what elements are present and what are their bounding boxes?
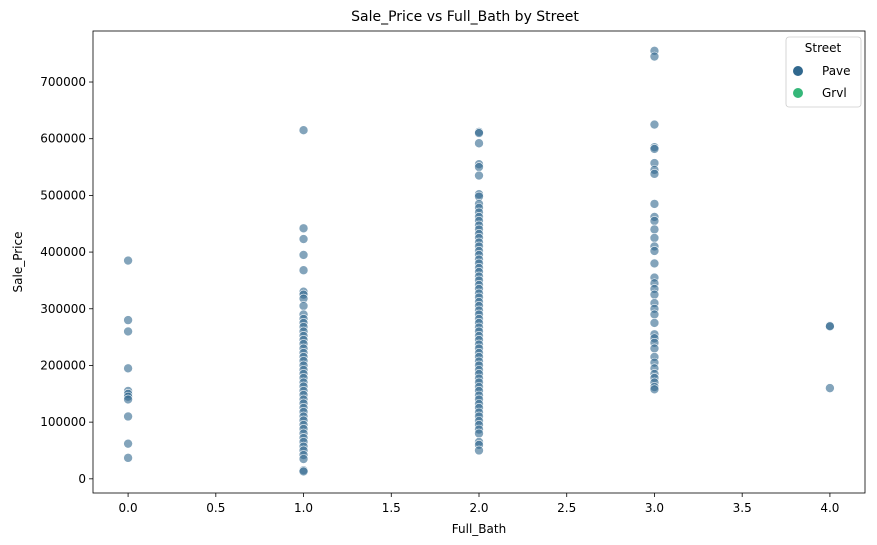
data-point-pave (825, 384, 834, 393)
data-point-pave (299, 250, 308, 259)
y-tick-label: 0 (78, 472, 86, 486)
chart-title: Sale_Price vs Full_Bath by Street (351, 9, 579, 25)
data-point-pave (124, 316, 133, 325)
data-point-pave (650, 52, 659, 61)
data-point-pave (650, 385, 659, 394)
points-layer (124, 46, 835, 476)
data-point-pave (650, 144, 659, 153)
data-point-pave (299, 454, 308, 463)
data-point-pave (124, 256, 133, 265)
data-point-pave (650, 318, 659, 327)
data-point-pave (650, 344, 659, 353)
data-point-pave (124, 412, 133, 421)
y-tick-label: 100000 (40, 415, 86, 429)
x-tick-label: 3.5 (733, 501, 752, 515)
data-point-pave (475, 429, 484, 438)
legend-title: Street (805, 41, 842, 55)
x-tick-label: 1.0 (294, 501, 313, 515)
data-point-pave (124, 327, 133, 336)
x-axis-title: Full_Bath (452, 522, 506, 536)
data-point-pave (299, 266, 308, 275)
data-point-pave (299, 235, 308, 244)
data-point-pave (825, 322, 834, 331)
y-tick-label: 700000 (40, 75, 86, 89)
x-tick-label: 0.0 (119, 501, 138, 515)
data-point-pave (650, 120, 659, 129)
data-point-pave (475, 139, 484, 148)
y-tick-label: 300000 (40, 302, 86, 316)
legend-marker-grvl (793, 88, 803, 98)
data-point-pave (475, 129, 484, 138)
legend-label-grvl: Grvl (822, 86, 847, 100)
x-tick-label: 4.0 (820, 501, 839, 515)
data-point-pave (650, 310, 659, 319)
legend-marker-pave (793, 66, 803, 76)
data-point-pave (650, 169, 659, 178)
y-tick-label: 400000 (40, 245, 86, 259)
y-tick-label: 200000 (40, 358, 86, 372)
data-point-pave (475, 163, 484, 172)
x-tick-label: 2.5 (557, 501, 576, 515)
legend: Street Pave Grvl (786, 37, 861, 107)
data-point-pave (124, 453, 133, 462)
data-point-pave (299, 467, 308, 476)
y-tick-label: 500000 (40, 188, 86, 202)
x-tick-label: 0.5 (206, 501, 225, 515)
data-point-pave (124, 364, 133, 373)
data-point-pave (475, 446, 484, 455)
data-point-pave (650, 216, 659, 225)
data-point-pave (650, 259, 659, 268)
y-tick-label: 600000 (40, 132, 86, 146)
data-point-pave (299, 126, 308, 135)
data-point-pave (124, 439, 133, 448)
data-point-pave (299, 224, 308, 233)
x-axis: 0.0 0.5 1.0 1.5 2.0 2.5 3.0 3.5 4.0 (119, 493, 840, 515)
data-point-pave (650, 233, 659, 242)
data-point-pave (475, 171, 484, 180)
data-point-pave (299, 301, 308, 310)
y-axis: 0 100000 200000 300000 400000 500000 600000 700… (40, 75, 93, 486)
data-point-pave (650, 199, 659, 208)
x-tick-label: 2.0 (469, 501, 488, 515)
data-point-pave (124, 395, 133, 404)
data-point-pave (650, 246, 659, 255)
data-point-pave (650, 225, 659, 234)
y-axis-title: Sale_Price (11, 232, 25, 293)
x-tick-label: 1.5 (382, 501, 401, 515)
x-tick-label: 3.0 (645, 501, 664, 515)
data-point-pave (650, 290, 659, 299)
legend-label-pave: Pave (822, 64, 851, 78)
